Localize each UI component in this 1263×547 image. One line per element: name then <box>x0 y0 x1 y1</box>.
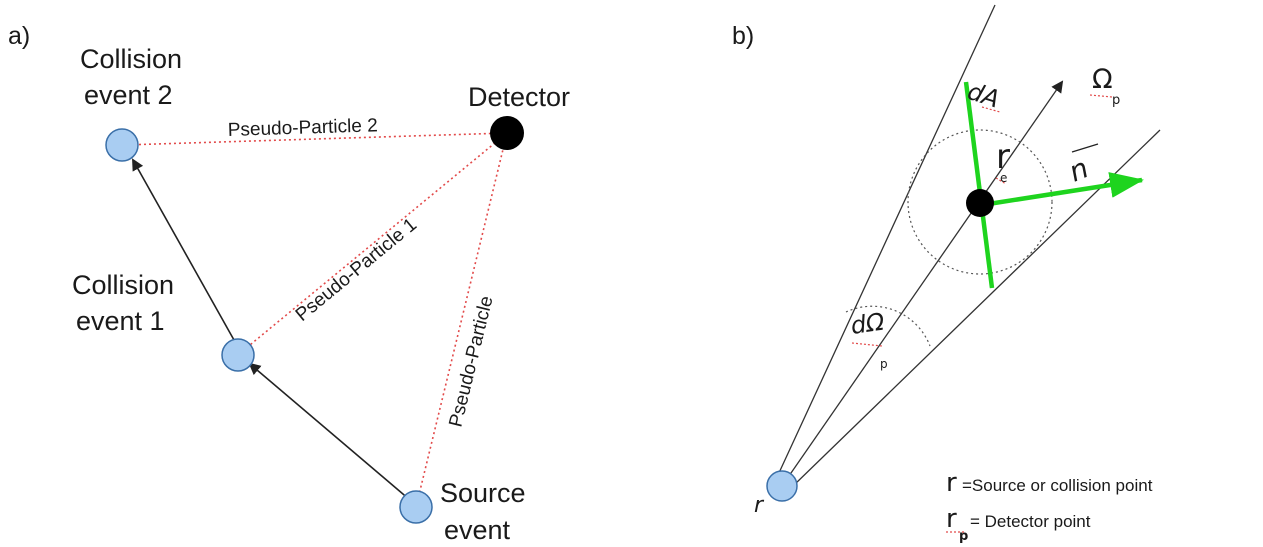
symbol-n-bar <box>1071 143 1099 153</box>
node-collision-event-2 <box>105 128 139 162</box>
surface-element-dA <box>963 81 995 289</box>
link-collision2-detector <box>123 132 508 146</box>
arrow-source-to-collision1 <box>248 362 411 501</box>
underline-d-omega <box>851 342 883 347</box>
source-point <box>766 470 798 502</box>
node-collision-event-1 <box>221 338 255 372</box>
label-source-line1: Source <box>440 478 526 508</box>
symbol-d-omega: dΩ <box>849 307 887 339</box>
node-detector <box>490 116 524 150</box>
label-collision2-line1: Collision <box>80 44 182 74</box>
panel-a-tag: a) <box>8 22 30 50</box>
legend-rp-symbol: r <box>946 504 957 534</box>
label-pseudo-particle-1: Pseudo-Particle 1 <box>292 214 421 326</box>
legend-r-text: =Source or collision point <box>962 476 1153 495</box>
symbol-d-omega-sub: p <box>880 357 888 371</box>
symbol-r-e-sub: e <box>1000 171 1007 185</box>
symbol-omega-p: Ω <box>1092 64 1113 95</box>
detector-sphere-dotted <box>907 129 1053 275</box>
underline-r-e <box>995 177 1007 185</box>
symbol-omega-p-sub: p <box>1112 93 1120 108</box>
label-source-line2: event <box>444 515 511 545</box>
legend-rp-text: = Detector point <box>970 512 1091 531</box>
panel-b-tag: b) <box>732 22 754 50</box>
panel-b: b) dA Ω p r e n dΩ p r r =Source or <box>732 4 1161 544</box>
label-pseudo-particle-2: Pseudo-Particle 2 <box>227 115 378 141</box>
solid-angle-arc <box>845 305 931 347</box>
detector-point <box>966 189 994 217</box>
axis-arrow <box>781 80 1064 487</box>
panel-a: a) Collision event 2 Collision event 1 S… <box>8 22 570 545</box>
symbol-r-e: r <box>996 137 1010 177</box>
label-detector: Detector <box>468 82 570 112</box>
legend-rp-sub: p <box>959 529 968 544</box>
legend-r-symbol: r <box>946 468 957 498</box>
normal-vector-arrow <box>981 172 1144 208</box>
legend: r =Source or collision point r p = Detec… <box>946 468 1153 544</box>
node-source-event <box>399 490 433 524</box>
symbol-r-source: r <box>754 493 765 518</box>
label-collision1-line2: event 1 <box>76 306 165 336</box>
link-source-detector <box>415 132 508 508</box>
cone-right-line <box>792 129 1161 487</box>
cone-left-line <box>771 4 996 489</box>
arrow-collision1-to-collision2 <box>132 158 235 341</box>
label-collision2-line2: event 2 <box>84 80 173 110</box>
label-pseudo-particle: Pseudo-Particle <box>445 294 497 429</box>
label-collision1-line1: Collision <box>72 270 174 300</box>
symbol-n: n <box>1064 151 1093 188</box>
underline-omega <box>1089 94 1113 98</box>
underline-dA <box>981 106 1001 113</box>
